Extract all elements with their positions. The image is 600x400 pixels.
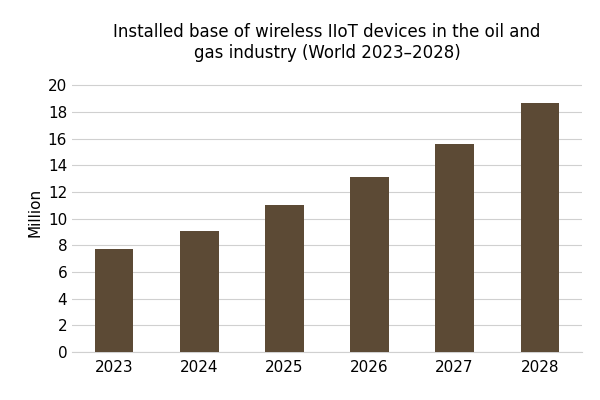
Bar — [265, 205, 304, 352]
Bar — [180, 231, 218, 352]
Bar — [95, 249, 133, 352]
Y-axis label: Million: Million — [27, 188, 42, 236]
Title: Installed base of wireless IIoT devices in the oil and
gas industry (World 2023–: Installed base of wireless IIoT devices … — [113, 23, 541, 62]
Bar — [521, 103, 559, 352]
Bar — [436, 144, 474, 352]
Bar — [350, 177, 389, 352]
